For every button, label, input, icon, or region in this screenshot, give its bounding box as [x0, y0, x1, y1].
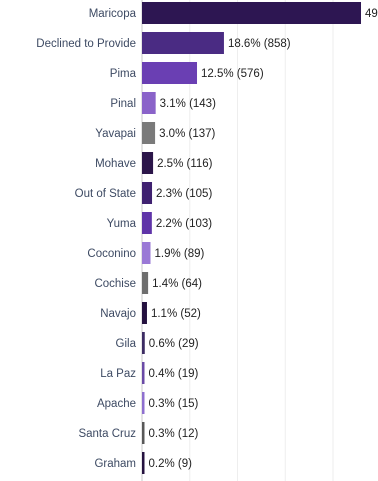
category-labels-group: Maricopa Declined to Provide Pima Pinal Yava… [36, 8, 136, 470]
category-label: Maricopa [89, 8, 137, 20]
category-label: Out of State [75, 188, 136, 200]
value-label: 0.3% (15) [149, 398, 199, 410]
category-label: La Paz [100, 368, 136, 380]
bar [142, 2, 362, 24]
bar [142, 212, 152, 234]
bar [142, 122, 156, 144]
bar [142, 392, 145, 414]
bar [142, 152, 154, 174]
value-label: 3.1% (143) [160, 98, 216, 110]
value-label: 0.3% (12) [149, 428, 199, 440]
value-label: 1.1% (52) [151, 308, 201, 320]
value-label: 2.2% (103) [156, 218, 212, 230]
category-label: Declined to Provide [36, 38, 136, 50]
value-label: 2.3% (105) [156, 188, 212, 200]
category-label: Gila [116, 338, 137, 350]
value-label: 0.2% (9) [149, 458, 193, 470]
bar [142, 272, 149, 294]
category-label: Apache [97, 398, 136, 410]
category-label: Santa Cruz [78, 428, 136, 440]
category-label: Navajo [100, 308, 136, 320]
value-label: 2.5% (116) [157, 158, 213, 170]
value-labels-group: 49.6% (2,293) 18.6% (858) 12.5% (576) 3.1% … [149, 8, 378, 470]
category-label: Graham [94, 458, 136, 470]
category-label: Cochise [94, 278, 136, 290]
bar [142, 92, 156, 114]
bar [142, 32, 224, 54]
value-label: 0.6% (29) [149, 338, 199, 350]
bars-group [142, 2, 362, 474]
category-label: Yavapai [95, 128, 136, 140]
category-label: Coconino [87, 248, 136, 260]
category-label: Pima [110, 68, 137, 80]
category-label: Pinal [110, 98, 136, 110]
bar [142, 362, 145, 384]
bar [142, 302, 147, 324]
value-label: 0.4% (19) [149, 368, 199, 380]
value-label: 3.0% (137) [159, 128, 215, 140]
bar [142, 422, 145, 444]
value-label: 49.6% (2,293) [365, 8, 378, 20]
bar [142, 62, 198, 84]
value-label: 12.5% (576) [201, 68, 264, 80]
value-label: 1.9% (89) [155, 248, 205, 260]
bar [142, 332, 145, 354]
bar [142, 242, 151, 264]
value-label: 1.4% (64) [152, 278, 202, 290]
bar [142, 452, 145, 474]
category-label: Mohave [95, 158, 136, 170]
bar [142, 182, 153, 204]
category-label: Yuma [107, 218, 137, 230]
chart-gridlines [189, 0, 334, 481]
value-label: 18.6% (858) [228, 38, 291, 50]
